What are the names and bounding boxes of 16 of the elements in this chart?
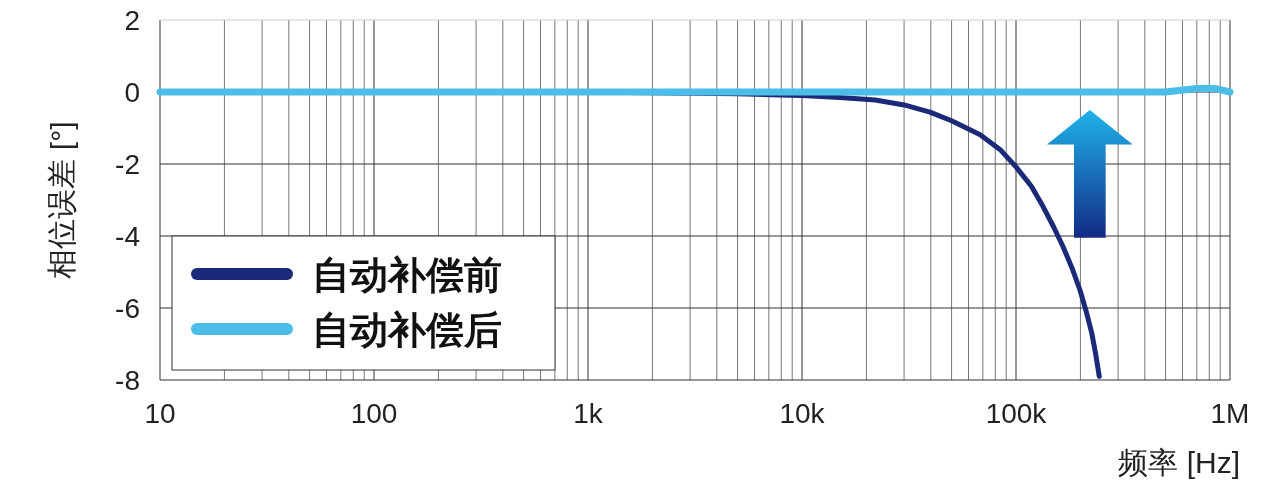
y-tick-label: -8 (115, 365, 140, 396)
y-axis-title: 相位误差 [°] (45, 121, 78, 279)
x-tick-label: 100k (985, 398, 1048, 429)
y-tick-label: -6 (115, 293, 140, 324)
x-tick-label: 1M (1210, 398, 1250, 429)
x-tick-label: 100 (350, 398, 398, 429)
legend-label: 自动补偿前 (312, 254, 502, 296)
x-axis-title: 频率 [Hz] (1118, 446, 1240, 479)
x-tick-label: 10k (779, 398, 826, 429)
legend-label: 自动补偿后 (312, 309, 502, 351)
y-tick-label: 2 (124, 5, 140, 36)
x-tick-label: 10 (144, 398, 176, 429)
x-tick-label: 1k (573, 398, 604, 429)
y-tick-label: 0 (124, 77, 140, 108)
y-tick-label: -4 (115, 221, 140, 252)
y-tick-label: -2 (115, 149, 140, 180)
